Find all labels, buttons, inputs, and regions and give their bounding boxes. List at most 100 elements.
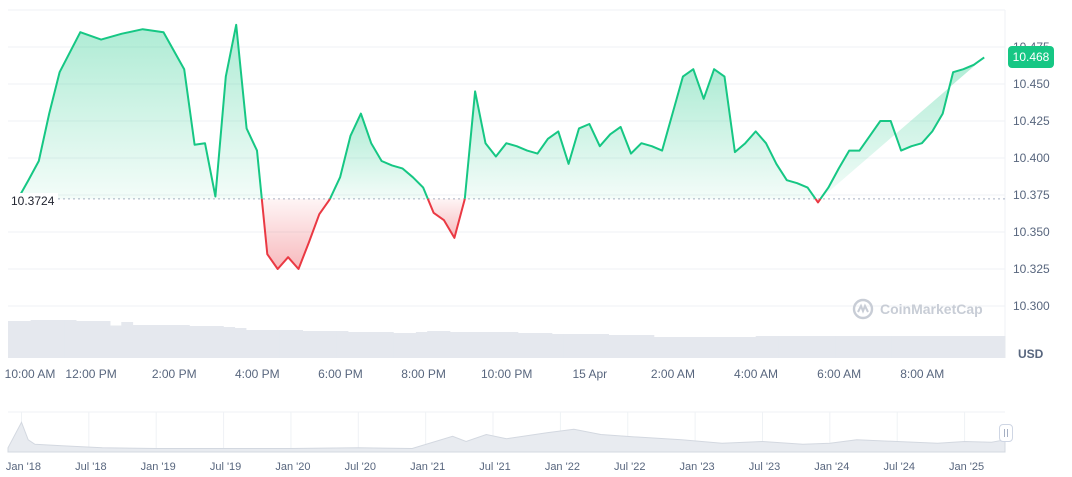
volume-bar — [733, 337, 745, 358]
x-tick-label: 6:00 AM — [817, 367, 861, 381]
volume-bar — [291, 330, 304, 358]
price-line-up[interactable] — [819, 56, 985, 200]
volume-bar — [64, 320, 77, 358]
volume-bar — [177, 325, 190, 358]
volume-bar — [903, 336, 915, 358]
volume-bar — [143, 325, 156, 358]
y-tick-label: 10.425 — [1013, 114, 1050, 128]
volume-bar — [121, 322, 134, 358]
current-price-tag: 10.468 — [1008, 46, 1054, 68]
volume-bar — [461, 332, 474, 358]
volume-bar — [483, 332, 496, 358]
area-above-baseline — [820, 57, 985, 199]
price-line-down[interactable] — [814, 198, 822, 204]
volume-bar — [19, 321, 32, 358]
x-tick-label: 15 Apr — [572, 367, 607, 381]
volume-bar — [313, 331, 326, 358]
volume-bar — [755, 336, 768, 358]
x-tick-label: 4:00 PM — [235, 367, 280, 381]
volume-bar — [302, 331, 315, 358]
range-grip-icon[interactable] — [999, 424, 1013, 442]
volume-bar — [948, 336, 961, 358]
volume-bar — [336, 331, 349, 358]
navigator-area — [7, 421, 1006, 453]
volume-bar — [98, 321, 111, 358]
volume-bar — [347, 332, 360, 358]
price-line-up[interactable] — [329, 112, 429, 200]
volume-bar — [982, 336, 995, 358]
price-line[interactable] — [17, 23, 985, 270]
coinmarketcap-logo-icon — [852, 298, 874, 320]
volume-bar — [279, 330, 292, 358]
volume-bar — [495, 332, 507, 358]
volume-bar — [631, 335, 643, 358]
volume-bar — [109, 325, 122, 358]
volume-bar — [653, 337, 666, 358]
volume-bar — [427, 331, 440, 358]
navigator-tick-label: Jul '21 — [479, 461, 510, 473]
volume-bar — [857, 336, 870, 358]
navigator-tick-label: Jul '23 — [749, 461, 780, 473]
x-tick-label: 2:00 PM — [152, 367, 197, 381]
navigator-tick-label: Jan '18 — [6, 461, 41, 473]
watermark-text: CoinMarketCap — [880, 301, 983, 317]
y-tick-label: 10.375 — [1013, 188, 1050, 202]
area-below-baseline — [427, 198, 465, 238]
y-tick-label: 10.325 — [1013, 262, 1050, 276]
x-tick-label: 8:00 PM — [401, 367, 446, 381]
volume-bar — [880, 336, 893, 358]
volume-bar — [687, 337, 700, 358]
volume-bar — [211, 326, 224, 358]
range-navigator[interactable] — [7, 411, 1006, 453]
volume-bar — [517, 333, 530, 358]
area-above-baseline — [464, 69, 816, 199]
price-line-up[interactable] — [17, 23, 263, 200]
volume-bar — [585, 334, 598, 358]
x-axis-ticks: 10:00 AM 12:00 PM 2:00 PM 4:00 PM 6:00 PM 8:0… — [5, 367, 945, 381]
volume-bar — [540, 333, 553, 358]
navigator-tick-label: Jul '22 — [614, 461, 645, 473]
navigator-tick-label: Jan '21 — [410, 461, 445, 473]
volume-bar — [710, 337, 723, 358]
volume-bar — [257, 330, 270, 358]
volume-bar — [744, 337, 757, 358]
volume-bar — [53, 320, 66, 358]
volume-bar — [132, 325, 145, 358]
volume-bar — [699, 337, 711, 358]
volume-bar — [393, 333, 406, 358]
volume-bar — [563, 334, 575, 358]
x-tick-label: 8:00 AM — [900, 367, 944, 381]
x-tick-label: 6:00 PM — [318, 367, 363, 381]
volume-bar — [529, 333, 541, 358]
volume-bar — [642, 335, 655, 358]
volume-bar — [189, 326, 202, 358]
volume-bar — [778, 336, 791, 358]
volume-bar — [75, 321, 88, 358]
volume-bar — [325, 331, 338, 358]
volume-bar — [551, 334, 564, 358]
volume-bar — [223, 327, 236, 358]
volume-bar — [370, 332, 383, 358]
volume-bar — [87, 321, 100, 358]
navigator-tick-label: Jan '24 — [814, 461, 849, 473]
currency-label: USD — [1018, 347, 1044, 361]
volume-bar — [937, 336, 949, 358]
volume-bar — [959, 336, 972, 358]
volume-bar — [8, 321, 20, 358]
price-line-down[interactable] — [426, 198, 466, 239]
area-above-baseline — [18, 24, 262, 199]
price-line-up[interactable] — [463, 68, 817, 200]
reference-price-tag: 10.3724 — [7, 193, 59, 210]
area-below-baseline — [261, 198, 330, 269]
x-tick-label: 2:00 AM — [651, 367, 695, 381]
navigator-tick-label: Jan '20 — [275, 461, 310, 473]
price-area — [18, 24, 985, 269]
volume-bar — [925, 336, 938, 358]
volume-bar — [619, 335, 632, 358]
volume-bar — [665, 337, 677, 358]
x-tick-label: 12:00 PM — [65, 367, 116, 381]
volume-bar — [381, 332, 394, 358]
volume-bar — [846, 336, 859, 358]
volume-bar — [415, 332, 428, 358]
price-line-down[interactable] — [260, 198, 331, 270]
